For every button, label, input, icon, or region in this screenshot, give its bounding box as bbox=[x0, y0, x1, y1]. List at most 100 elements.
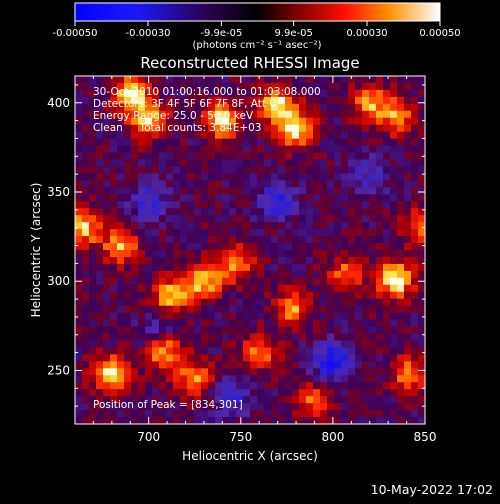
heatmap-cell bbox=[257, 417, 265, 424]
heatmap-cell bbox=[96, 131, 104, 140]
heatmap-cell bbox=[341, 103, 349, 112]
heatmap-cell bbox=[411, 166, 419, 175]
colorbar-ticks: -0.00050 -0.00030 -9.9e-05 9.9e-05 0.00030 0.… bbox=[53, 21, 461, 39]
heatmap-cell bbox=[250, 326, 258, 335]
heatmap-cell bbox=[411, 96, 419, 105]
heatmap-cell bbox=[103, 389, 111, 397]
heatmap-cell bbox=[124, 277, 132, 286]
heatmap-cell bbox=[334, 347, 342, 355]
heatmap-cell bbox=[362, 215, 370, 223]
heatmap-cell bbox=[159, 256, 167, 265]
heatmap-cell bbox=[222, 201, 230, 209]
heatmap-cell bbox=[152, 368, 160, 376]
heatmap-cell bbox=[75, 152, 83, 161]
heatmap-cell bbox=[180, 166, 188, 175]
heatmap-cell bbox=[194, 284, 202, 293]
heatmap-cell bbox=[397, 187, 405, 195]
heatmap-cell bbox=[271, 250, 279, 258]
heatmap-cell bbox=[117, 417, 125, 424]
heatmap-cell bbox=[124, 319, 132, 328]
heatmap-cell bbox=[222, 326, 230, 335]
heatmap-cell bbox=[264, 382, 272, 390]
heatmap-cell bbox=[215, 250, 223, 258]
heatmap-cell bbox=[334, 256, 342, 265]
heatmap-cell bbox=[229, 333, 237, 342]
heatmap-cell bbox=[124, 187, 132, 195]
heatmap-cell bbox=[348, 284, 356, 293]
heatmap-cell bbox=[215, 354, 223, 362]
heatmap-cell bbox=[411, 131, 419, 140]
heatmap-cell bbox=[152, 145, 160, 154]
heatmap-cell bbox=[131, 389, 139, 397]
heatmap-cell bbox=[348, 117, 356, 126]
heatmap-cell bbox=[264, 76, 272, 84]
heatmap-cell bbox=[96, 326, 104, 335]
heatmap-cell bbox=[348, 208, 356, 216]
heatmap-cell bbox=[348, 417, 356, 424]
heatmap-cell bbox=[194, 396, 202, 404]
heatmap-cell bbox=[117, 410, 125, 418]
heatmap-cell bbox=[82, 410, 90, 418]
heatmap-cell bbox=[271, 96, 279, 105]
heatmap-cell bbox=[397, 180, 405, 188]
heatmap-cell bbox=[257, 124, 265, 133]
heatmap-cell bbox=[173, 194, 181, 202]
heatmap-cell bbox=[243, 180, 251, 188]
heatmap-cell bbox=[341, 417, 349, 424]
heatmap-cell bbox=[75, 284, 83, 293]
heatmap-cell bbox=[201, 298, 209, 307]
heatmap-cell bbox=[138, 222, 146, 230]
heatmap-cell bbox=[194, 319, 202, 328]
heatmap-cell bbox=[327, 208, 335, 216]
heatmap-cell bbox=[222, 263, 230, 272]
heatmap-cell bbox=[376, 326, 384, 335]
heatmap-cell bbox=[320, 96, 328, 105]
heatmap-cell bbox=[362, 201, 370, 209]
heatmap-cell bbox=[271, 347, 279, 355]
heatmap-cell bbox=[320, 110, 328, 119]
heatmap-cell bbox=[348, 145, 356, 154]
heatmap-cell bbox=[313, 410, 321, 418]
heatmap-cell bbox=[222, 361, 230, 369]
heatmap-cell bbox=[376, 222, 384, 230]
heatmap-cell bbox=[145, 256, 153, 265]
heatmap-cell bbox=[159, 96, 167, 105]
heatmap-cell bbox=[173, 284, 181, 293]
heatmap-cell bbox=[264, 138, 272, 147]
heatmap-cell bbox=[236, 389, 244, 397]
heatmap-cell bbox=[131, 222, 139, 230]
heatmap-cell bbox=[306, 187, 314, 195]
heatmap-cell bbox=[278, 110, 286, 119]
heatmap-cell bbox=[82, 222, 90, 230]
heatmap-cell bbox=[229, 110, 237, 119]
heatmap-cell bbox=[411, 229, 419, 237]
heatmap-cell bbox=[411, 173, 419, 181]
heatmap-cell bbox=[327, 152, 335, 161]
heatmap-cell bbox=[75, 117, 83, 126]
heatmap-cell bbox=[334, 326, 342, 335]
heatmap-cell bbox=[411, 236, 419, 244]
heatmap-cell bbox=[383, 340, 391, 349]
heatmap-cell bbox=[327, 117, 335, 126]
heatmap-cell bbox=[131, 208, 139, 216]
heatmap-cell bbox=[278, 89, 286, 98]
heatmap-cell bbox=[250, 208, 258, 216]
heatmap-cell bbox=[285, 326, 293, 335]
heatmap-cell bbox=[348, 152, 356, 161]
heatmap-cell bbox=[110, 361, 118, 369]
heatmap-cell bbox=[152, 138, 160, 147]
heatmap-cell bbox=[194, 361, 202, 369]
heatmap-cell bbox=[124, 166, 132, 175]
heatmap-cell bbox=[103, 201, 111, 209]
heatmap-cell bbox=[348, 305, 356, 314]
heatmap-cell bbox=[341, 76, 349, 84]
heatmap-cell bbox=[383, 215, 391, 223]
heatmap-cell bbox=[299, 194, 307, 202]
heatmap-cell bbox=[201, 312, 209, 321]
heatmap-cell bbox=[383, 382, 391, 390]
heatmap-cell bbox=[292, 382, 300, 390]
heatmap-cell bbox=[397, 89, 405, 98]
heatmap-cell bbox=[327, 340, 335, 349]
heatmap-cell bbox=[418, 403, 425, 411]
heatmap-cell bbox=[411, 284, 419, 293]
